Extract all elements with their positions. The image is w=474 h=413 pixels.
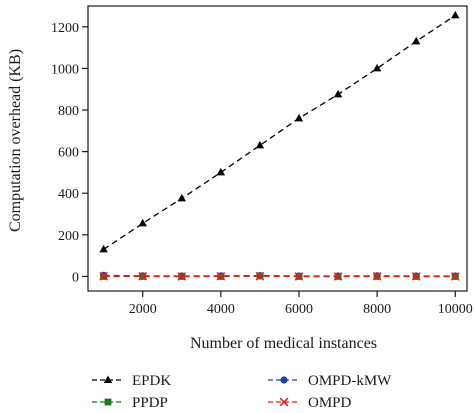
x-tick-label: 8000 — [363, 302, 391, 317]
marker-stroke — [99, 271, 108, 281]
legend-marker — [103, 375, 113, 383]
legend-item-epdk: EPDK — [92, 373, 171, 389]
data-point-ompd — [333, 272, 343, 281]
legend-marker — [280, 376, 288, 384]
marker-stroke — [294, 272, 304, 281]
legend-item-ompd-kmw: OMPD-kMW — [268, 373, 392, 389]
marker-stroke — [411, 272, 421, 281]
marker-stroke — [177, 272, 187, 281]
data-point-epdk — [216, 167, 226, 176]
y-axis-title: Computation overhead (KB) — [7, 49, 24, 232]
x-tick-label: 6000 — [285, 302, 313, 317]
series-layer — [99, 10, 460, 281]
legend-label: OMPD — [308, 395, 352, 411]
legend-marker — [279, 397, 289, 407]
data-point-epdk — [372, 63, 382, 72]
legend-label: PPDP — [132, 395, 168, 411]
data-point-ompd — [255, 271, 265, 281]
axes: 0 200 400 600 800 1000 1200 2000 4000 6000 8000 100… — [51, 5, 473, 317]
marker-stroke — [450, 272, 460, 281]
x-axis-title: Number of medical instances — [190, 335, 377, 352]
y-tick-label: 400 — [58, 187, 79, 202]
series-line-epdk — [103, 14, 456, 250]
y-tick-label: 200 — [58, 229, 79, 244]
data-point-epdk — [99, 244, 108, 253]
marker-stroke — [255, 271, 265, 281]
x-tick-label: 2000 — [129, 302, 157, 317]
marker-stroke — [333, 272, 343, 281]
data-point-ompd — [216, 271, 226, 281]
marker-stroke — [138, 271, 148, 281]
data-point-epdk — [451, 10, 460, 19]
legend-label: EPDK — [132, 373, 171, 389]
data-point-ompd — [411, 272, 421, 281]
marker-stroke — [279, 397, 289, 407]
data-point-epdk — [177, 193, 186, 202]
data-point-ompd — [372, 271, 382, 281]
series-ompd — [99, 271, 460, 281]
data-point-epdk — [138, 218, 147, 227]
data-point-epdk — [255, 140, 265, 149]
plot-frame — [87, 5, 468, 292]
data-point-ompd — [177, 272, 187, 281]
x-tick-label: 10000 — [438, 302, 473, 317]
legend-marker — [104, 398, 112, 406]
legend-item-ompd: OMPD — [268, 395, 352, 411]
data-point-ompd — [99, 271, 108, 281]
y-tick-label: 1200 — [51, 21, 79, 36]
data-point-ompd — [294, 272, 304, 281]
legend-label: OMPD-kMW — [308, 373, 392, 389]
y-tick-label: 0 — [72, 270, 79, 285]
y-tick-label: 1000 — [51, 62, 79, 77]
data-point-ompd — [138, 271, 148, 281]
y-tick-label: 600 — [58, 146, 79, 161]
legend: EPDK OMPD-kMW PPDP OMPD — [92, 373, 392, 411]
data-point-epdk — [294, 113, 304, 122]
data-point-epdk — [412, 36, 421, 45]
marker-stroke — [372, 271, 382, 281]
marker-stroke — [216, 271, 226, 281]
data-point-epdk — [333, 89, 343, 98]
series-epdk — [99, 10, 460, 253]
data-point-ompd — [450, 272, 460, 281]
y-tick-label: 800 — [58, 104, 79, 119]
legend-item-ppdp: PPDP — [92, 395, 168, 411]
x-tick-label: 4000 — [207, 302, 235, 317]
